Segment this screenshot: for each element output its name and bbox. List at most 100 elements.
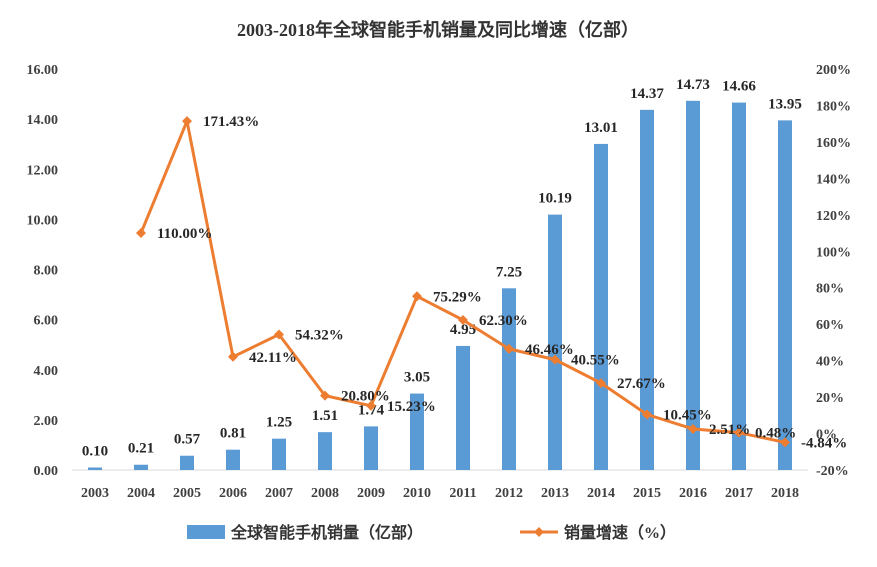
line-value-label: -4.84%	[801, 435, 847, 451]
bar	[318, 432, 332, 470]
axes: 0.00 2.00 4.00 6.00 8.00 10.00 12.00 14.00 16.00…	[27, 63, 852, 501]
line-labels: 110.00% 171.43% 42.11% 54.32% 20.80%15.23% 75…	[157, 114, 847, 451]
line-value-label: 10.45%	[663, 407, 712, 423]
x-tick-label: 2004	[127, 486, 155, 501]
x-tick-label: 2012	[495, 486, 523, 501]
line-point	[228, 351, 238, 362]
x-tick-label: 2008	[311, 486, 339, 501]
x-tick-label: 2015	[633, 486, 661, 501]
bar-value-label: 3.05	[404, 370, 430, 386]
line-point	[458, 314, 468, 325]
bar-value-label: 13.01	[584, 120, 618, 136]
bar-value-label: 4.95	[450, 322, 476, 338]
y-right-tick-label: 160%	[816, 136, 851, 151]
y-right-tick-label: 200%	[816, 63, 851, 78]
y-right-tick-label: 120%	[816, 209, 851, 224]
y-right-tick-label: -20%	[816, 464, 849, 479]
bar-value-label: 0.57	[174, 432, 201, 448]
line-value-label: 75.29%	[433, 289, 482, 305]
line-point	[596, 378, 606, 389]
line-point	[642, 409, 652, 420]
x-tick-label: 2009	[357, 486, 385, 501]
x-tick-label: 2007	[265, 486, 293, 501]
y-right-tick-label: 140%	[816, 172, 851, 187]
line-value-label: 46.46%	[525, 342, 574, 358]
y-left-tick-label: 12.00	[27, 163, 59, 178]
bar-value-label: 14.37	[630, 86, 664, 102]
y-right-tick-label: 100%	[816, 245, 851, 260]
y-left-tick-label: 16.00	[27, 63, 59, 78]
line-point	[136, 228, 146, 239]
line-point	[688, 423, 698, 434]
x-tick-label: 2018	[771, 486, 799, 501]
y-left-tick-label: 0.00	[34, 464, 59, 479]
x-tick-label: 2003	[81, 486, 109, 501]
line-value-label: 171.43%	[203, 114, 259, 130]
legend-line-label: 销量增速（%）	[564, 523, 676, 542]
bar	[640, 109, 654, 471]
line-value-label: 20.80%	[341, 389, 390, 405]
legend-line-marker	[534, 527, 544, 537]
x-tick-label: 2017	[725, 486, 753, 501]
y-left-tick-label: 10.00	[27, 213, 59, 228]
line-value-label: 27.67%	[617, 376, 666, 392]
line-value-label: 110.00%	[157, 226, 212, 242]
bar-value-label: 0.81	[220, 426, 246, 442]
x-tick-label: 2013	[541, 486, 569, 501]
line-point	[274, 329, 284, 340]
bar	[594, 143, 608, 470]
legend: 全球智能手机销量（亿部） 销量增速（%）	[187, 523, 676, 542]
bar	[502, 288, 516, 470]
bar	[686, 100, 700, 470]
x-tick-label: 2005	[173, 486, 201, 501]
y-right-tick-label: 180%	[816, 99, 851, 114]
bar-value-label: 14.73	[676, 77, 710, 93]
bar-series	[88, 100, 792, 471]
line-point	[320, 390, 330, 401]
y-left-tick-label: 4.00	[34, 364, 59, 379]
bar	[778, 120, 792, 471]
bar-value-label: 7.25	[496, 264, 522, 280]
bar	[88, 467, 102, 470]
y-right-tick-label: 0%	[816, 428, 837, 443]
y-left-tick-label: 8.00	[34, 264, 59, 279]
line-value-label: 2.51%	[709, 422, 750, 438]
bar-value-label: 0.21	[128, 441, 154, 457]
line-value-label: 42.11%	[249, 350, 297, 366]
line-point	[780, 437, 790, 448]
bar	[456, 345, 470, 470]
y-left-tick-label: 14.00	[27, 113, 59, 128]
bar-value-label: 13.95	[768, 96, 802, 112]
bar	[548, 214, 562, 470]
bar	[272, 438, 286, 470]
chart-title: 2003-2018年全球智能手机销量及同比增速（亿部）	[237, 19, 639, 40]
bar-value-label: 1.51	[312, 408, 338, 424]
line-point	[182, 116, 192, 127]
legend-bar-label: 全球智能手机销量（亿部）	[230, 523, 423, 542]
y-right-tick-label: 40%	[816, 355, 844, 370]
line-value-label: 15.23%	[387, 399, 436, 415]
line-point	[734, 427, 744, 438]
x-tick-label: 2010	[403, 486, 431, 501]
bar	[732, 102, 746, 471]
bar	[134, 464, 148, 470]
line-point	[550, 354, 560, 365]
line-point	[504, 343, 514, 354]
line-value-label: 0.48%	[755, 426, 796, 442]
bar	[364, 426, 378, 470]
x-tick-label: 2011	[449, 486, 476, 501]
bar-value-label: 0.10	[82, 443, 108, 459]
bar	[180, 455, 194, 470]
bar-value-label: 1.25	[266, 415, 292, 431]
bar-value-label: 10.19	[538, 191, 572, 207]
y-right-tick-label: 60%	[816, 318, 844, 333]
y-right-tick-label: 20%	[816, 391, 844, 406]
line-point	[412, 291, 422, 302]
x-tick-label: 2016	[679, 486, 707, 501]
bar	[226, 449, 240, 470]
bar-value-label: 14.66	[722, 79, 756, 95]
line-value-label: 54.32%	[295, 328, 344, 344]
y-right-tick-label: 80%	[816, 282, 844, 297]
legend-bar-swatch	[187, 525, 225, 539]
